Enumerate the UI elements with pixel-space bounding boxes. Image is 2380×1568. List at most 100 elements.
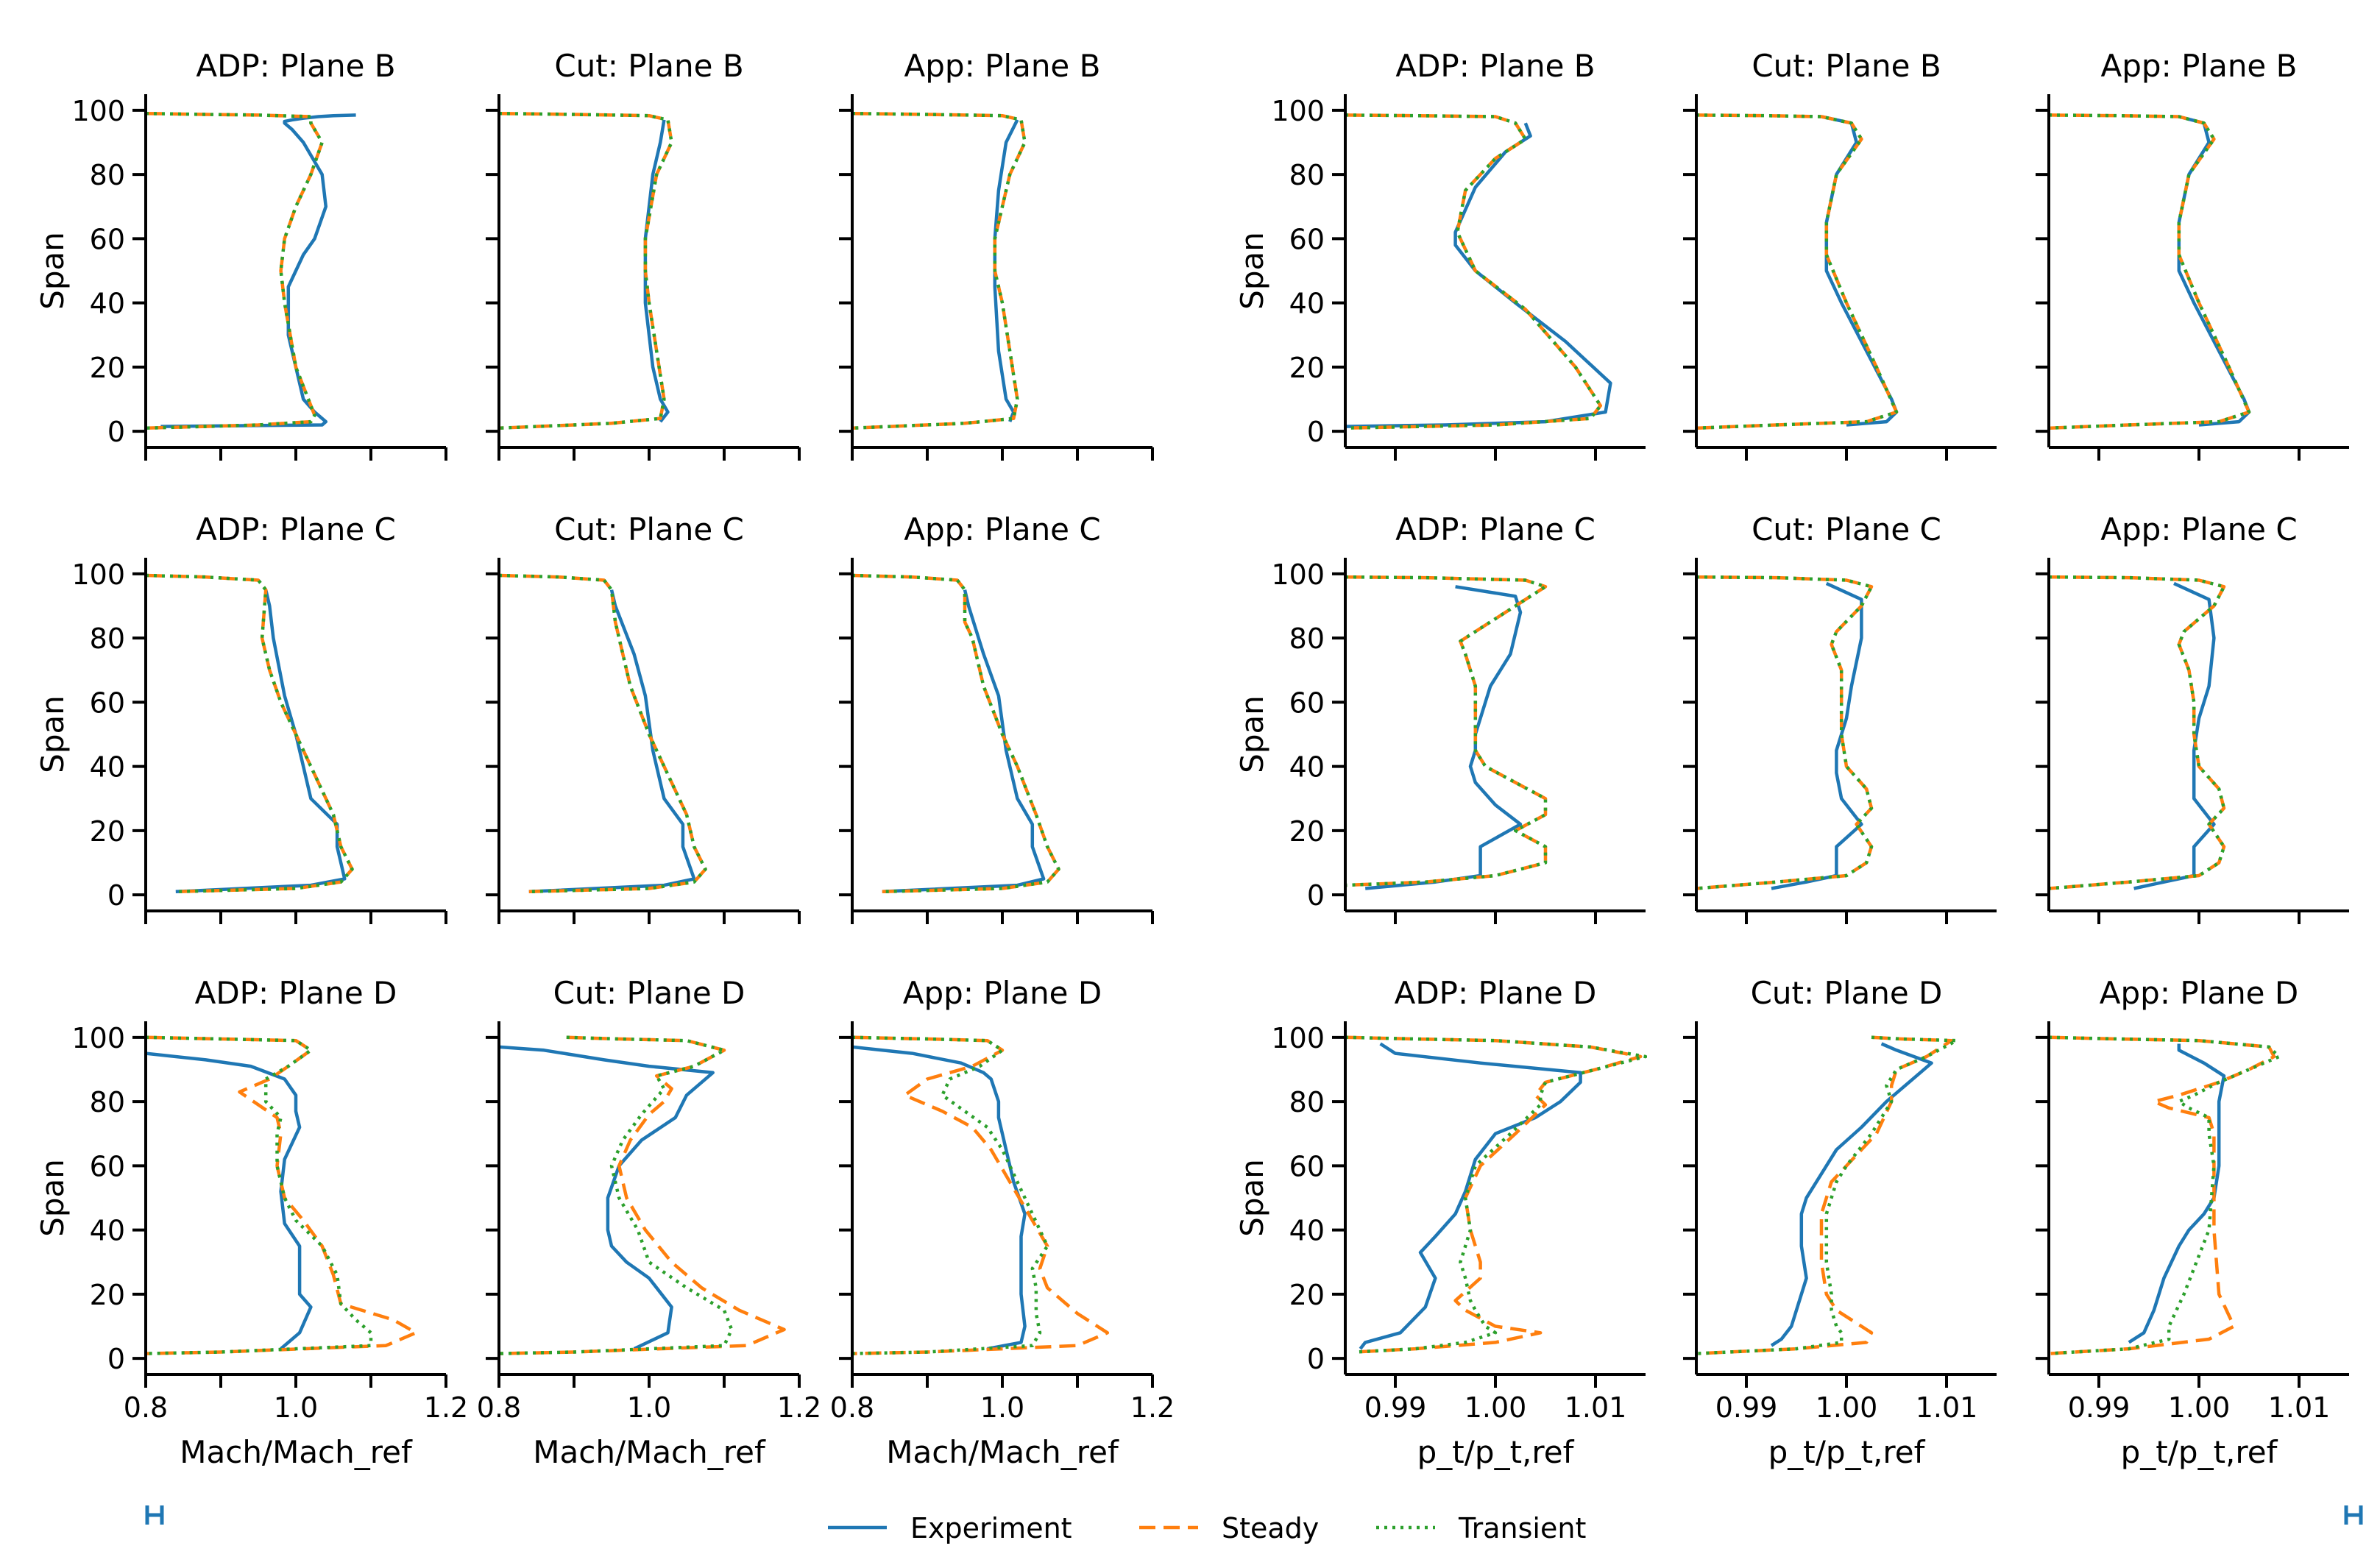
- subplot-title: Cut: Plane B: [1752, 48, 1941, 84]
- series-line-experiment: [1345, 122, 1612, 428]
- series-line-steady: [146, 573, 354, 894]
- series-line-experiment: [1364, 585, 1523, 890]
- legend-label-transient: Transient: [1458, 1512, 1586, 1544]
- y-tick-label: 0: [1307, 416, 1325, 448]
- series-line-experiment: [2133, 581, 2216, 890]
- subplot-title: ADP: Plane D: [195, 975, 397, 1011]
- y-tick-label: 80: [1289, 622, 1325, 655]
- subplot-title: Cut: Plane D: [1751, 975, 1943, 1011]
- y-axis-label: Span: [1234, 232, 1270, 310]
- series-line-transient: [499, 1035, 734, 1355]
- x-tick-label: 0.99: [1715, 1391, 1778, 1424]
- y-tick-label: 0: [107, 1343, 125, 1375]
- subplot-10: ADP: Plane C 0 20 40 60 80 100 Span: [1234, 511, 1646, 924]
- x-tick-label: 1.00: [1465, 1391, 1527, 1424]
- series-line-steady: [2049, 1035, 2276, 1355]
- y-axis-label: Span: [35, 232, 71, 310]
- legend-label-experiment: Experiment: [910, 1512, 1072, 1544]
- x-tick-label: 1.2: [1130, 1391, 1175, 1424]
- series-line-experiment: [499, 1045, 715, 1351]
- series-line-steady: [852, 1035, 1110, 1355]
- x-axis-label: Mach/Mach_ref: [886, 1434, 1119, 1470]
- x-tick-label: 1.01: [2268, 1391, 2331, 1424]
- series-line-experiment: [528, 589, 696, 894]
- y-tick-label: 80: [90, 159, 125, 191]
- series-line-experiment: [160, 113, 356, 428]
- series-line-experiment: [643, 119, 670, 423]
- y-tick-label: 0: [107, 879, 125, 912]
- y-tick-label: 60: [90, 223, 125, 255]
- x-tick-label: 0.99: [1364, 1391, 1427, 1424]
- y-tick-label: 40: [90, 288, 125, 320]
- series-line-experiment: [146, 1051, 313, 1350]
- legend: Experiment Steady Transient: [828, 1512, 1586, 1544]
- subplot-8: Cut: Plane C: [486, 511, 801, 924]
- y-tick-label: 100: [1271, 1022, 1325, 1054]
- y-axis-label: Span: [35, 695, 71, 773]
- series-line-steady: [1696, 1035, 1954, 1355]
- series-line-experiment: [1359, 1042, 1582, 1350]
- x-tick-label: 0.8: [830, 1391, 874, 1424]
- series-line-experiment: [1771, 581, 1863, 890]
- panels-layer: ADP: Plane B 0 20 40 60 80 100 Span Cut: Plane B…: [35, 48, 2349, 1470]
- x-tick-label: 1.2: [777, 1391, 821, 1424]
- subplot-2: Cut: Plane B: [486, 48, 801, 461]
- y-tick-label: 100: [1271, 95, 1325, 127]
- subplot-11: Cut: Plane C: [1683, 511, 1997, 924]
- subplot-title: App: Plane B: [904, 48, 1101, 84]
- series-line-transient: [852, 573, 1060, 894]
- series-line-transient: [1696, 575, 1874, 890]
- subplot-7: ADP: Plane C 0 20 40 60 80 100 Span: [35, 511, 447, 924]
- series-line-steady: [852, 111, 1027, 430]
- y-tick-label: 40: [90, 1215, 125, 1247]
- x-tick-label: 0.8: [124, 1391, 168, 1424]
- y-tick-label: 80: [1289, 1086, 1325, 1118]
- x-tick-label: 0.99: [2068, 1391, 2131, 1424]
- y-tick-label: 80: [1289, 159, 1325, 191]
- corner-markers: [145, 1505, 2363, 1525]
- y-tick-label: 40: [1289, 1215, 1325, 1247]
- series-line-transient: [146, 111, 324, 430]
- subplot-title: App: Plane D: [903, 975, 1102, 1011]
- subplot-9: App: Plane C: [839, 511, 1154, 924]
- subplot-6: App: Plane B: [2036, 48, 2349, 461]
- series-line-transient: [1345, 575, 1548, 887]
- y-tick-label: 20: [90, 815, 125, 848]
- y-tick-label: 40: [90, 751, 125, 784]
- y-tick-label: 100: [71, 95, 125, 127]
- series-line-steady: [1345, 113, 1603, 430]
- series-line-experiment: [2128, 1043, 2226, 1344]
- y-tick-label: 20: [1289, 1279, 1325, 1311]
- y-tick-label: 0: [107, 416, 125, 448]
- subplot-title: Cut: Plane C: [554, 511, 744, 547]
- y-tick-label: 40: [1289, 288, 1325, 320]
- series-line-transient: [499, 573, 707, 894]
- series-line-steady: [499, 573, 707, 894]
- series-line-transient: [1696, 113, 1899, 430]
- y-tick-label: 60: [1289, 223, 1325, 255]
- y-tick-label: 80: [90, 1086, 125, 1118]
- y-tick-label: 60: [90, 687, 125, 719]
- subplot-title: App: Plane C: [2100, 511, 2297, 547]
- y-tick-label: 20: [90, 1279, 125, 1311]
- y-axis-label: Span: [35, 1159, 71, 1237]
- series-line-experiment: [852, 1045, 1027, 1351]
- subplot-title: App: Plane B: [2101, 48, 2298, 84]
- x-tick-label: 1.0: [627, 1391, 671, 1424]
- x-tick-label: 1.0: [274, 1391, 318, 1424]
- legend-label-steady: Steady: [1222, 1512, 1319, 1544]
- series-line-transient: [2049, 113, 2251, 430]
- series-line-steady: [1696, 575, 1874, 890]
- series-line-steady: [2049, 575, 2226, 890]
- subplot-title: Cut: Plane C: [1752, 511, 1941, 547]
- series-line-steady: [1345, 1035, 1643, 1354]
- y-tick-label: 20: [1289, 815, 1325, 848]
- y-tick-label: 60: [1289, 687, 1325, 719]
- y-tick-label: 20: [90, 352, 125, 384]
- x-tick-label: 0.8: [477, 1391, 521, 1424]
- y-tick-label: 40: [1289, 751, 1325, 784]
- x-axis-label: Mach/Mach_ref: [180, 1434, 413, 1470]
- series-line-transient: [146, 1035, 373, 1355]
- series-line-transient: [1345, 113, 1603, 430]
- y-tick-label: 0: [1307, 879, 1325, 912]
